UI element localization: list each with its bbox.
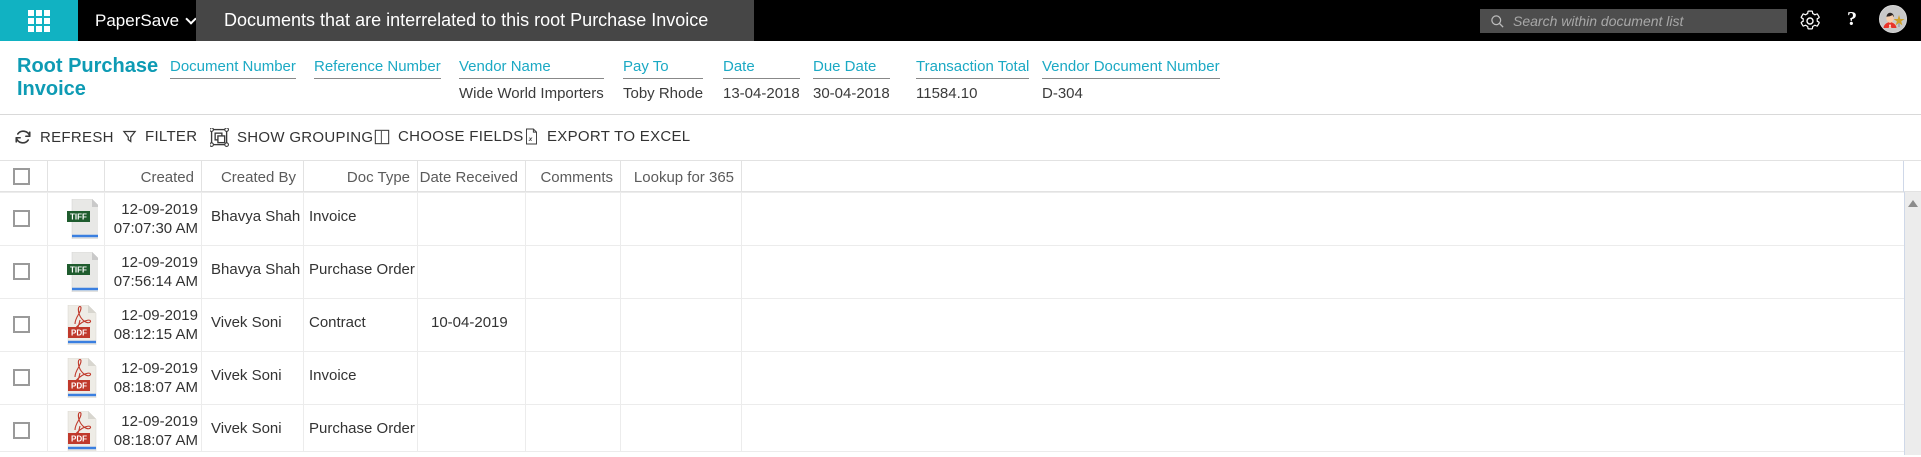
svg-text:TIFF: TIFF <box>70 266 87 275</box>
svg-text:TIFF: TIFF <box>70 213 87 222</box>
svg-text:x: x <box>528 136 533 143</box>
svg-text:PDF: PDF <box>71 329 87 338</box>
svg-text:PDF: PDF <box>71 382 87 391</box>
svg-text:PDF: PDF <box>71 435 87 444</box>
